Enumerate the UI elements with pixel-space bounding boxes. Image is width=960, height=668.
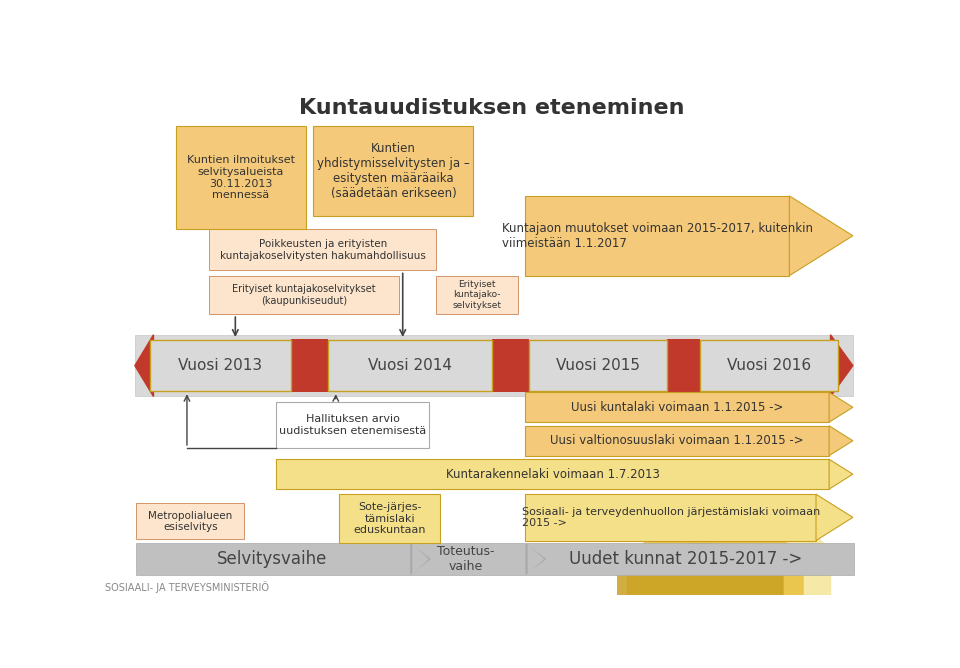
Polygon shape bbox=[528, 544, 544, 574]
Text: Toteutus-
vaihe: Toteutus- vaihe bbox=[437, 545, 494, 573]
Bar bbox=[313, 126, 473, 216]
Text: SOSIAALI- JA TERVEYSMINISTERIÖ: SOSIAALI- JA TERVEYSMINISTERIÖ bbox=[105, 581, 269, 593]
Bar bbox=[276, 401, 429, 448]
Text: Erityiset
kuntajako-
selvitykset: Erityiset kuntajako- selvitykset bbox=[452, 280, 502, 310]
Bar bbox=[134, 335, 852, 397]
Text: Kuntajaon muutokset voimaan 2015-2017, kuitenkin
viimeistään 1.1.2017: Kuntajaon muutokset voimaan 2015-2017, k… bbox=[502, 222, 813, 250]
Bar bbox=[136, 543, 854, 575]
Text: Metropolialueen
esiselvitys: Metropolialueen esiselvitys bbox=[148, 510, 232, 532]
Polygon shape bbox=[816, 494, 852, 540]
Text: Vuosi 2016: Vuosi 2016 bbox=[727, 358, 811, 373]
Bar bbox=[291, 339, 328, 392]
Text: Selvitysvaihe: Selvitysvaihe bbox=[217, 550, 327, 568]
Bar bbox=[492, 339, 529, 392]
Bar bbox=[209, 229, 436, 271]
Bar bbox=[525, 196, 789, 276]
Text: Uusi valtionosuuslaki voimaan 1.1.2015 ->: Uusi valtionosuuslaki voimaan 1.1.2015 -… bbox=[550, 434, 804, 448]
Bar bbox=[436, 276, 518, 314]
Polygon shape bbox=[644, 518, 831, 610]
Polygon shape bbox=[525, 543, 546, 575]
Text: Vuosi 2015: Vuosi 2015 bbox=[556, 358, 640, 373]
Polygon shape bbox=[829, 392, 852, 422]
Bar bbox=[150, 340, 291, 391]
Polygon shape bbox=[830, 335, 852, 397]
Text: Sote-järjes-
tämislaki
eduskuntaan: Sote-järjes- tämislaki eduskuntaan bbox=[353, 502, 426, 535]
Polygon shape bbox=[617, 543, 783, 610]
Text: Erityiset kuntajakoselvitykset
(kaupunkiseudut): Erityiset kuntajakoselvitykset (kaupunki… bbox=[232, 284, 376, 306]
Text: Kuntarakennelaki voimaan 1.7.2013: Kuntarakennelaki voimaan 1.7.2013 bbox=[445, 468, 660, 481]
Bar bbox=[525, 494, 816, 540]
Polygon shape bbox=[134, 335, 154, 397]
Bar bbox=[667, 339, 701, 392]
Bar bbox=[209, 276, 399, 314]
Text: Kuntien
yhdistymisselvitysten ja –
esitysten määräaika
(säädetään erikseen): Kuntien yhdistymisselvitysten ja – esity… bbox=[317, 142, 469, 200]
Text: Hallituksen arvio
uudistuksen etenemisestä: Hallituksen arvio uudistuksen etenemises… bbox=[278, 414, 426, 436]
Text: Vuosi 2013: Vuosi 2013 bbox=[179, 358, 262, 373]
Polygon shape bbox=[410, 543, 431, 575]
Bar bbox=[276, 459, 829, 489]
Polygon shape bbox=[829, 459, 852, 489]
Polygon shape bbox=[627, 528, 804, 610]
Polygon shape bbox=[413, 544, 429, 574]
Bar bbox=[525, 426, 829, 456]
Polygon shape bbox=[789, 196, 852, 276]
Text: Uudet kunnat 2015-2017 ->: Uudet kunnat 2015-2017 -> bbox=[568, 550, 803, 568]
Bar bbox=[525, 392, 829, 422]
Bar bbox=[529, 340, 667, 391]
Bar bbox=[340, 494, 440, 543]
Bar bbox=[176, 126, 306, 229]
Text: Uusi kuntalaki voimaan 1.1.2015 ->: Uusi kuntalaki voimaan 1.1.2015 -> bbox=[571, 401, 783, 413]
Text: Sosiaali- ja terveydenhuollon järjestämislaki voimaan
2015 ->: Sosiaali- ja terveydenhuollon järjestämi… bbox=[521, 506, 820, 528]
Bar bbox=[328, 340, 492, 391]
Text: Poikkeusten ja erityisten
kuntajakoselvitysten hakumahdollisuus: Poikkeusten ja erityisten kuntajakoselvi… bbox=[220, 239, 425, 261]
Text: Kuntien ilmoitukset
selvitysalueista
30.11.2013
mennessä: Kuntien ilmoitukset selvitysalueista 30.… bbox=[187, 156, 295, 200]
Text: Kuntauudistuksen eteneminen: Kuntauudistuksen eteneminen bbox=[300, 98, 684, 118]
Text: Vuosi 2014: Vuosi 2014 bbox=[369, 358, 452, 373]
Polygon shape bbox=[829, 426, 852, 456]
Bar bbox=[136, 504, 244, 540]
Bar bbox=[701, 340, 838, 391]
